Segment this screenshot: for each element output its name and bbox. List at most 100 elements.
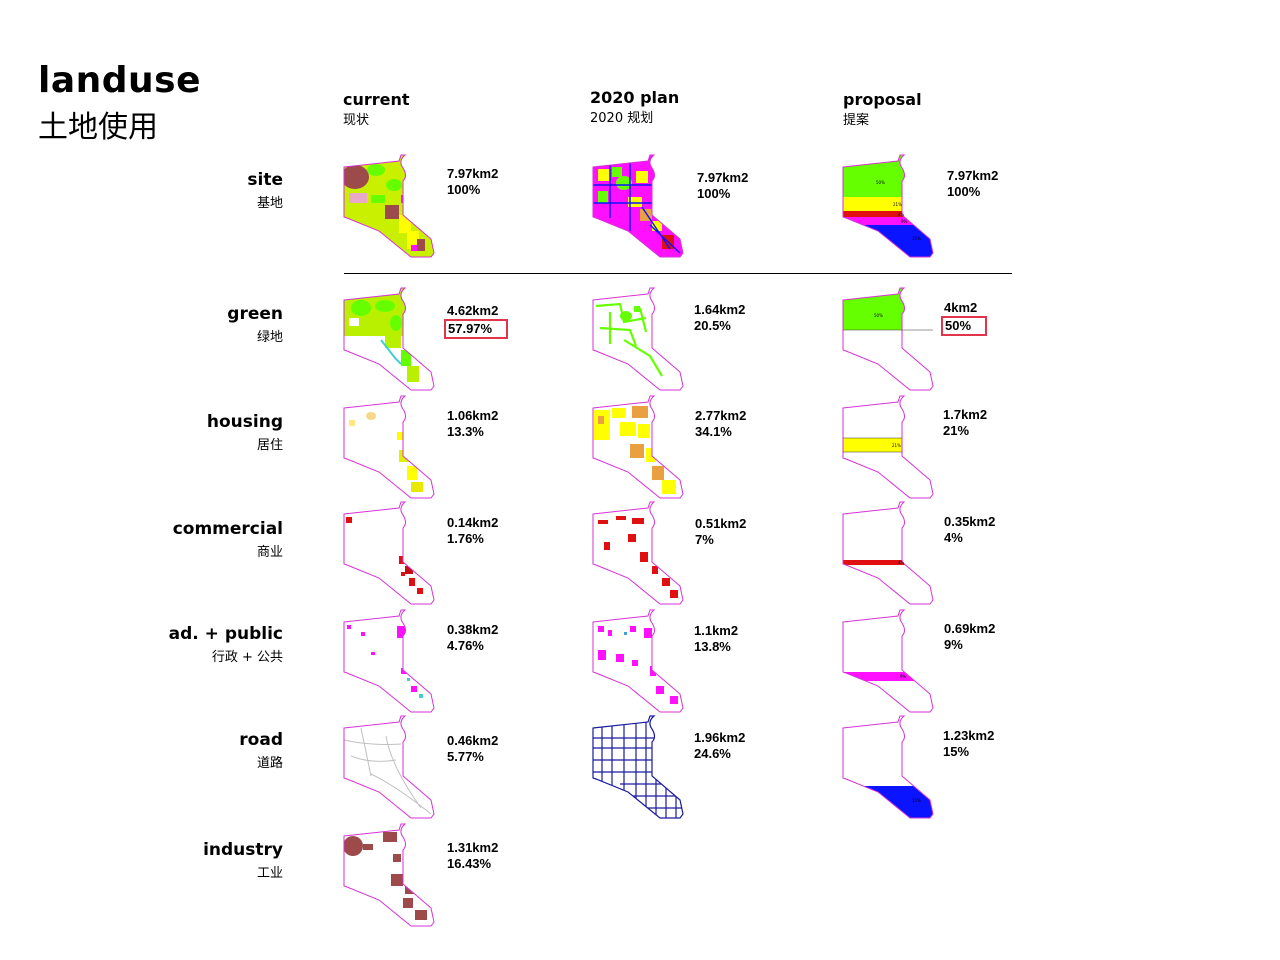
percent-value: 100% [697,186,731,201]
row-label-public: ad. + public 行政 + 公共 [83,624,283,665]
commercial-map-2020-plan [592,501,684,605]
green-map-proposal: 50% [842,287,934,391]
band-label-green: 50% [876,180,885,185]
percent-value: 24.6% [694,746,731,761]
band-label-housing: 21% [892,443,901,448]
stat-public-2020-plan: 1.1km2 13.8% [694,623,738,655]
row-label-en: green [227,304,283,324]
stat-green-current: 4.62km2 57.97% [444,303,509,339]
row-label-en: ad. + public [168,624,283,644]
area-value: 1.96km2 [694,730,746,745]
column-header-2020-plan: 2020 plan 2020 规划 [590,88,679,126]
housing-map-2020-plan [592,395,684,499]
area-value: 0.38km2 [447,622,499,637]
stat-road-2020-plan: 1.96km2 24.6% [694,730,745,762]
column-title: proposal [843,90,922,109]
column-header-proposal: proposal 提案 [843,90,922,128]
percent-value: 15% [943,744,970,759]
road-map-current [343,715,435,819]
highlighted-percent: 57.97% [444,319,509,339]
percent-value: 4% [944,530,963,545]
row-label-commercial: commercial 商业 [83,519,283,560]
stat-commercial-2020-plan: 0.51km2 7% [695,516,746,548]
band-label-road: 15% [912,798,921,803]
area-value: 1.06km2 [447,408,499,423]
row-label-en: housing [206,412,283,432]
green-map-2020-plan [592,287,684,391]
percent-value: 100% [447,182,481,197]
column-title: current [343,90,410,109]
row-label-housing: housing 居住 [83,412,283,453]
row-label-en: site [247,170,283,190]
percent-value: 7% [695,532,714,547]
percent-value: 13.3% [447,424,484,439]
stat-public-proposal: 0.69km2 9% [944,621,995,653]
row-label-site: site 基地 [83,170,283,211]
site-map-2020-plan [592,154,684,258]
stat-housing-current: 1.06km2 13.3% [447,408,498,440]
page-title-chinese: 土地使用 [38,110,158,145]
percent-value: 21% [943,423,970,438]
percent-value: 13.8% [694,639,731,654]
stat-housing-2020-plan: 2.77km2 34.1% [695,408,746,440]
area-value: 7.97km2 [947,168,999,183]
public-map-proposal: 9% [842,609,934,713]
percent-value: 9% [944,637,963,652]
housing-map-proposal: 21% [842,395,934,499]
area-value: 1.1km2 [694,623,739,638]
stat-site-2020-plan: 7.97km2 100% [697,170,748,202]
stat-public-current: 0.38km2 4.76% [447,622,498,654]
area-value: 1.23km2 [943,728,995,743]
percent-value: 5.77% [447,749,484,764]
band-label-public: 9% [901,219,908,224]
site-map-current [343,154,435,258]
row-label-zh: 商业 [256,545,283,560]
area-value: 0.46km2 [447,733,499,748]
band-label-road: 15% [912,236,921,241]
green-map-current [343,287,435,391]
row-label-green: green 绿地 [83,304,283,345]
area-value: 1.64km2 [694,302,746,317]
percent-value: 16.43% [447,856,492,871]
area-value: 7.97km2 [697,170,749,185]
stat-green-proposal: 4km2 50% [941,300,988,336]
area-value: 0.51km2 [695,516,747,531]
divider-line [344,273,1012,274]
area-value: 2.77km2 [695,408,747,423]
area-value: 0.35km2 [944,514,996,529]
row-label-zh: 工业 [256,866,283,881]
row-label-zh: 行政 + 公共 [211,650,283,665]
row-label-zh: 道路 [256,756,283,771]
site-map-proposal: 50% 21% 4% 9% 15% [842,154,934,258]
percent-value: 1.76% [447,531,484,546]
column-subtitle: 现状 [343,113,370,128]
area-value: 7.97km2 [447,166,499,181]
percent-value: 100% [947,184,981,199]
row-label-en: industry [203,840,283,860]
area-value: 0.69km2 [944,621,996,636]
housing-map-current [343,395,435,499]
column-subtitle: 提案 [843,113,870,128]
row-label-industry: industry 工业 [83,840,283,881]
band-label-housing: 21% [893,202,902,207]
stat-site-current: 7.97km2 100% [447,166,498,198]
industry-map-current [343,823,435,927]
stat-commercial-proposal: 0.35km2 4% [944,514,995,546]
stat-site-proposal: 7.97km2 100% [947,168,998,200]
area-value: 4km2 [944,300,978,315]
percent-value: 34.1% [695,424,732,439]
percent-value: 20.5% [694,318,731,333]
public-map-current [343,609,435,713]
page-title: landuse [38,60,202,101]
stat-green-2020-plan: 1.64km2 20.5% [694,302,745,334]
row-label-en: commercial [172,519,283,539]
row-label-zh: 绿地 [256,330,283,345]
public-map-2020-plan [592,609,684,713]
road-map-2020-plan [592,715,684,819]
column-subtitle: 2020 规划 [590,111,654,126]
row-label-zh: 基地 [256,196,283,211]
column-title: 2020 plan [590,88,680,107]
area-value: 4.62km2 [447,303,499,318]
band-label-commercial: 4% [898,560,905,565]
stat-road-current: 0.46km2 5.77% [447,733,498,765]
